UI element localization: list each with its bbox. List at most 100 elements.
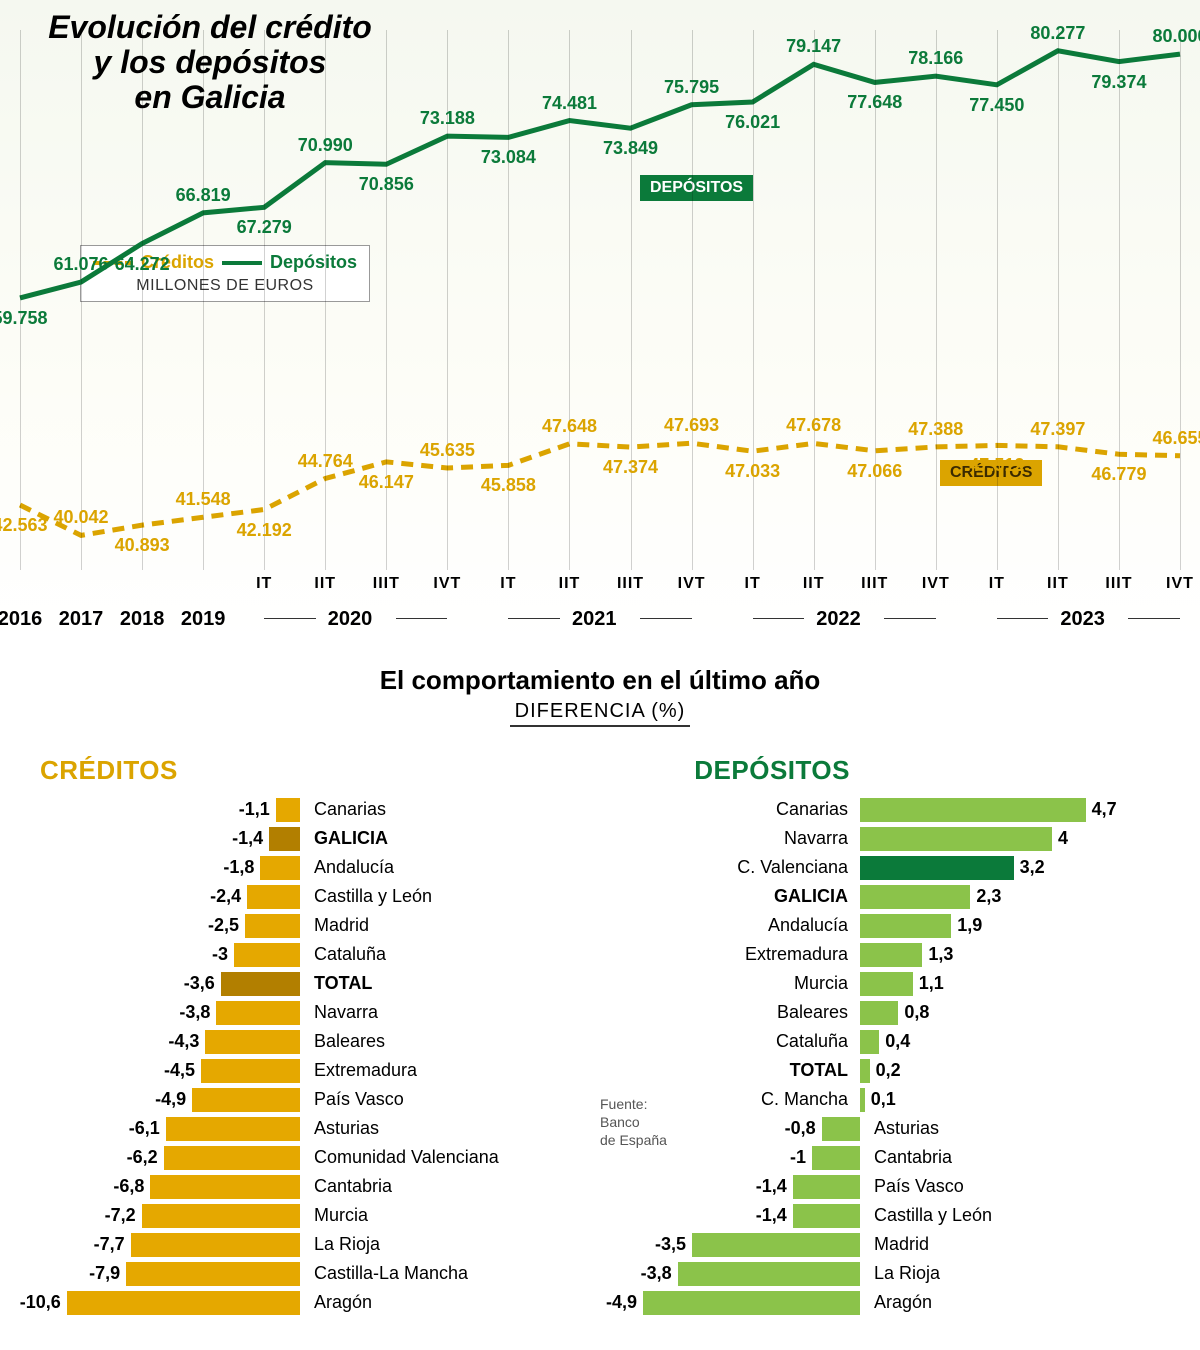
- x-axis-quarter: IT: [745, 575, 761, 593]
- bar-value: 3,2: [1014, 857, 1051, 878]
- bar: [860, 1030, 879, 1054]
- bar-value: -1,1: [233, 799, 276, 820]
- bar-value: -4,3: [162, 1031, 205, 1052]
- bar-value: -1,4: [226, 828, 269, 849]
- bar-value: -0,8: [779, 1118, 822, 1139]
- grid-line: [631, 30, 632, 570]
- grid-line: [814, 30, 815, 570]
- bar: [860, 972, 913, 996]
- value-label-cred: 44.764: [298, 451, 353, 472]
- line-chart-panel: Evolución del crédito y los depósitos en…: [0, 0, 1200, 640]
- bar-value: -2,5: [202, 915, 245, 936]
- x-axis-year-group: 2023: [1060, 608, 1105, 631]
- bar-row: -3,6TOTAL: [0, 969, 600, 998]
- bar-region-label: Navarra: [778, 828, 854, 849]
- value-label-dep: 79.147: [786, 36, 841, 57]
- bar: [201, 1059, 300, 1083]
- bar: [216, 1001, 300, 1025]
- bar-row: -4,3Baleares: [0, 1027, 600, 1056]
- value-label-dep: 61.076: [54, 254, 109, 275]
- bottom-panel: El comportamiento en el último año DIFER…: [0, 665, 1200, 1350]
- value-label-dep: 79.374: [1091, 72, 1146, 93]
- bar-value: -10,6: [14, 1292, 67, 1313]
- bar-row: TOTAL0,2: [600, 1056, 1200, 1085]
- bar: [860, 856, 1014, 880]
- value-label-dep: 75.795: [664, 77, 719, 98]
- x-axis-quarter: IIT: [1047, 575, 1069, 593]
- x-axis-quarter: IIIT: [617, 575, 644, 593]
- bar-value: 4: [1052, 828, 1074, 849]
- bar-value: -1,8: [217, 857, 260, 878]
- bar-value: 1,3: [922, 944, 959, 965]
- bar: [142, 1204, 300, 1228]
- value-label-cred: 47.512: [969, 455, 1024, 476]
- bar-value: 0,4: [879, 1031, 916, 1052]
- bar: [812, 1146, 860, 1170]
- bar-value: 0,8: [898, 1002, 935, 1023]
- bar: [234, 943, 300, 967]
- value-label-cred: 41.548: [176, 489, 231, 510]
- value-label-dep: 76.021: [725, 112, 780, 133]
- bar-row: -0,8Asturias: [600, 1114, 1200, 1143]
- value-label-cred: 47.033: [725, 461, 780, 482]
- bar-region-label: Comunidad Valenciana: [308, 1147, 505, 1168]
- bar-value: -3,8: [635, 1263, 678, 1284]
- x-axis-quarter: IIT: [314, 575, 336, 593]
- value-label-cred: 47.066: [847, 461, 902, 482]
- value-label-cred: 40.893: [115, 535, 170, 556]
- bar-row: GALICIA2,3: [600, 882, 1200, 911]
- value-label-dep: 77.450: [969, 95, 1024, 116]
- value-label-cred: 47.374: [603, 457, 658, 478]
- series-tag-depositos: DEPÓSITOS: [640, 175, 753, 201]
- bar-region-label: Canarias: [770, 799, 854, 820]
- bar-row: -2,4Castilla y León: [0, 882, 600, 911]
- bar-row: Extremadura1,3: [600, 940, 1200, 969]
- bar-row: -1,8 Andalucía: [0, 853, 600, 882]
- bar-row: -1,1 Canarias: [0, 795, 600, 824]
- bar: [131, 1233, 300, 1257]
- bar-region-label: Cantabria: [868, 1147, 958, 1168]
- bar-value: -6,1: [123, 1118, 166, 1139]
- bar-region-label: Andalucía: [308, 857, 400, 878]
- bar-region-label: GALICIA: [308, 828, 394, 849]
- bar-value: -3,5: [649, 1234, 692, 1255]
- bar-row: Baleares0,8: [600, 998, 1200, 1027]
- value-label-cred: 42.563: [0, 515, 48, 536]
- value-label-cred: 46.779: [1091, 464, 1146, 485]
- x-axis-quarter: IT: [500, 575, 516, 593]
- value-label-dep: 70.856: [359, 174, 414, 195]
- x-axis-quarter: IVT: [922, 575, 950, 593]
- bar: [793, 1175, 860, 1199]
- value-label-dep: 73.188: [420, 108, 475, 129]
- bar-value: -7,9: [83, 1263, 126, 1284]
- column-title-creditos: CRÉDITOS: [40, 755, 178, 786]
- bar-value: -7,7: [88, 1234, 131, 1255]
- bar-value: -1,4: [750, 1176, 793, 1197]
- bar-value: 1,1: [913, 973, 950, 994]
- bar: [860, 914, 951, 938]
- bar-row: -1,4País Vasco: [600, 1172, 1200, 1201]
- bar: [245, 914, 300, 938]
- bar: [860, 827, 1052, 851]
- bar-row: -7,2Murcia: [0, 1201, 600, 1230]
- value-label-dep: 74.481: [542, 93, 597, 114]
- grid-line: [142, 30, 143, 570]
- bar: [166, 1117, 300, 1141]
- grid-line: [1180, 30, 1181, 570]
- value-label-cred: 40.042: [54, 507, 109, 528]
- bar: [67, 1291, 300, 1315]
- x-axis-quarter: IIT: [803, 575, 825, 593]
- bar-row: -6,8Cantabria: [0, 1172, 600, 1201]
- bar-region-label: La Rioja: [868, 1263, 946, 1284]
- bar-region-label: Murcia: [308, 1205, 374, 1226]
- bar-region-label: Asturias: [308, 1118, 385, 1139]
- x-axis-quarter: IVT: [678, 575, 706, 593]
- value-label-dep: 78.166: [908, 48, 963, 69]
- bar-region-label: Murcia: [788, 973, 854, 994]
- bar-row: -7,7La Rioja: [0, 1230, 600, 1259]
- value-label-dep: 73.084: [481, 147, 536, 168]
- bar-region-label: Canarias: [308, 799, 392, 820]
- bar-region-label: C. Mancha: [755, 1089, 854, 1110]
- bar-row: Cataluña0,4: [600, 1027, 1200, 1056]
- bar-row: -6,1 Asturias: [0, 1114, 600, 1143]
